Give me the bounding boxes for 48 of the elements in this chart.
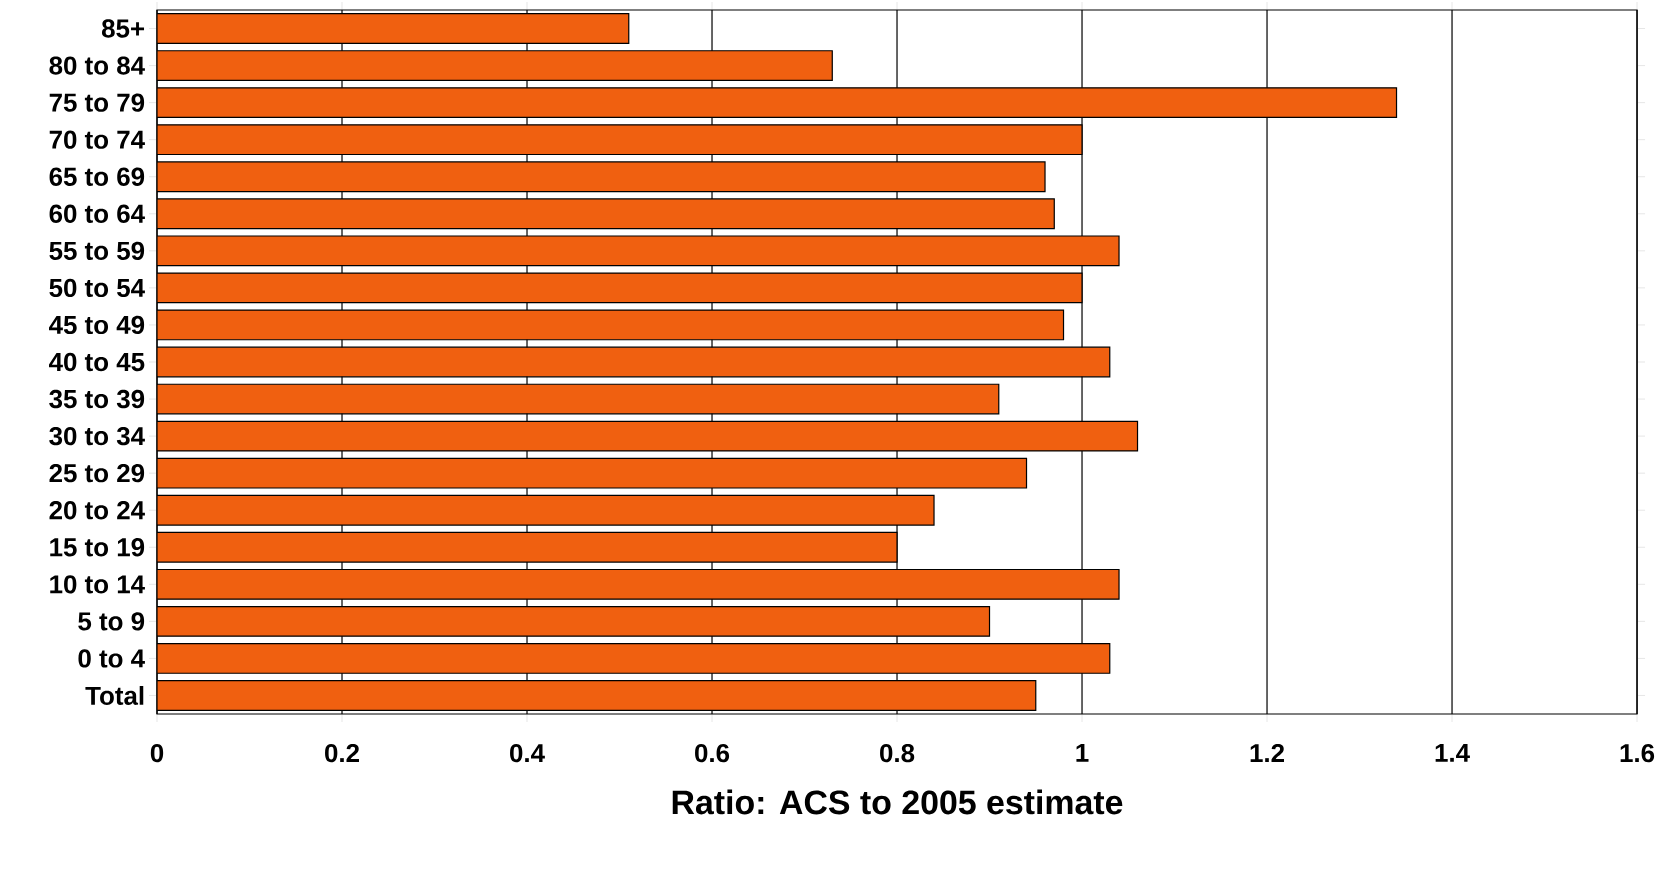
y-tick-label: Total	[85, 685, 144, 705]
y-tick-label: 15 to 19	[50, 538, 145, 557]
x-tick-label: 0.4	[510, 743, 545, 763]
x-tick-label: 0.2	[325, 743, 359, 763]
y-tick-label: 80 to 84	[49, 56, 145, 75]
bar	[157, 643, 1111, 674]
y-tick-label: 85+	[101, 19, 145, 38]
bar	[157, 680, 1037, 711]
bar	[157, 50, 833, 81]
x-axis-title: Ratio: ACS to 2005 estimate	[672, 789, 1123, 815]
x-tick-label: 1.4	[1435, 743, 1470, 762]
y-tick-label: 35 to 39	[49, 389, 145, 409]
bar	[157, 383, 1000, 415]
bar	[157, 161, 1046, 193]
y-tick-label: 0 to 4	[78, 649, 145, 668]
bar	[157, 605, 991, 637]
bar	[157, 309, 1065, 341]
x-tick-label: 0.6	[695, 743, 730, 763]
y-tick-label: 50 to 54	[49, 278, 145, 298]
x-tick-label: 1.2	[1250, 743, 1284, 763]
x-tick-label: 1	[1076, 743, 1089, 762]
y-tick-label: 30 to 34	[49, 426, 145, 446]
y-tick-label: 75 to 79	[49, 93, 145, 112]
y-tick-label: 55 to 59	[49, 241, 145, 261]
bar	[157, 494, 935, 526]
y-tick-label: 60 to 64	[49, 204, 145, 223]
y-tick-label: 65 to 69	[49, 167, 145, 186]
bar	[157, 531, 898, 563]
bar	[157, 13, 630, 44]
bar	[157, 124, 1083, 156]
y-tick-label: 10 to 14	[50, 575, 145, 594]
bar	[157, 87, 1398, 119]
bar	[157, 457, 1028, 489]
bar	[157, 272, 1083, 304]
bar	[157, 346, 1111, 378]
y-tick-label: 25 to 29	[49, 463, 145, 483]
y-tick-label: 5 to 9	[78, 612, 145, 631]
bar	[157, 420, 1139, 452]
x-tick-label: 0	[150, 743, 164, 763]
y-tick-label: 20 to 24	[49, 501, 145, 520]
y-tick-label: 40 to 45	[49, 352, 145, 372]
y-tick-label: 70 to 74	[49, 130, 145, 149]
x-tick-label: 1.6	[1620, 743, 1655, 763]
bar	[157, 568, 1120, 600]
bar	[157, 198, 1055, 230]
bar	[157, 235, 1120, 267]
y-tick-label: 45 to 49	[49, 315, 145, 335]
x-tick-label: 0.8	[880, 743, 915, 763]
